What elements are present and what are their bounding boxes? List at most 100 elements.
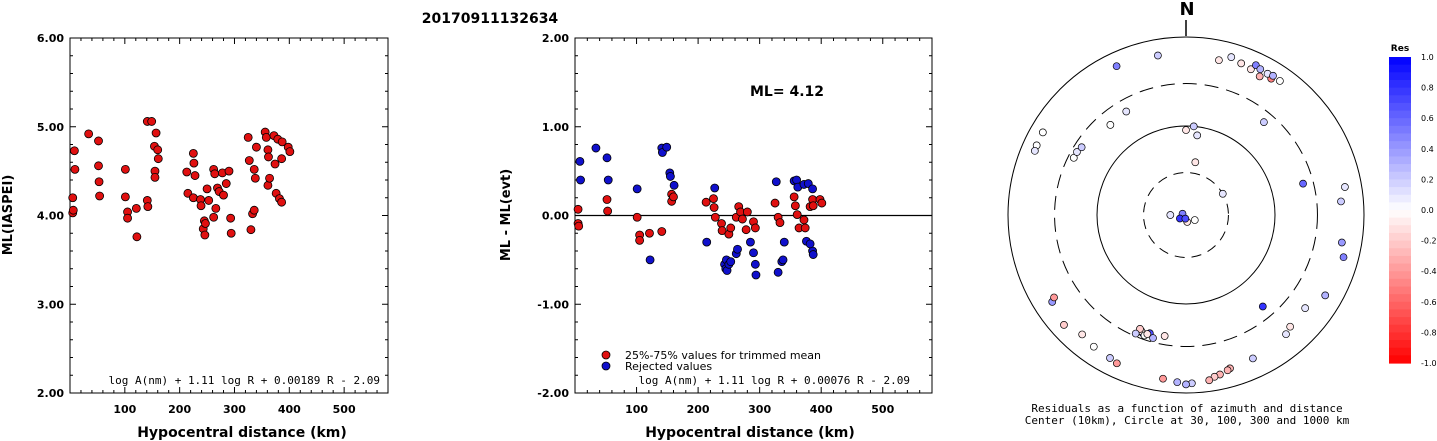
data-point [249, 205, 259, 215]
x-tick-label: 300 [223, 403, 246, 416]
data-point [726, 223, 736, 233]
north-label: N [1179, 0, 1194, 20]
data-point [817, 198, 827, 208]
data-point [226, 213, 236, 223]
data-point [264, 152, 273, 162]
colorbar-swatch [1389, 340, 1411, 349]
station-point [1237, 59, 1246, 68]
colorbar-swatch [1389, 355, 1411, 364]
data-point [120, 164, 130, 174]
data-point [84, 129, 94, 139]
station-point [1077, 143, 1086, 152]
station-point [1038, 128, 1047, 137]
data-point [249, 164, 259, 174]
data-point [808, 184, 817, 194]
data-point [261, 132, 271, 142]
data-point [749, 248, 758, 258]
x-tick-label: 100 [113, 403, 136, 416]
colorbar-swatch [1389, 210, 1411, 219]
x-tick-label: 500 [333, 403, 356, 416]
data-point [789, 192, 799, 202]
station-point [1182, 380, 1190, 389]
y-axis-label: ML(IASPEI) [1, 175, 16, 256]
data-point [733, 244, 742, 254]
data-point [182, 167, 192, 177]
colorbar-swatch [1389, 263, 1411, 272]
data-point [701, 197, 711, 207]
data-point [775, 218, 785, 228]
data-point [244, 156, 254, 165]
station-point [1189, 122, 1198, 131]
station-point [1269, 71, 1277, 80]
y-tick-label: 6.00 [37, 32, 64, 45]
data-point [591, 143, 601, 153]
colorbar-tick-label: -0.2 [1421, 237, 1437, 246]
data-point [632, 212, 642, 222]
legend-marker-trimmed [601, 350, 611, 360]
station-point [1210, 372, 1219, 381]
station-point [1255, 72, 1264, 81]
data-point [771, 177, 781, 187]
data-point [94, 136, 103, 146]
colorbar-swatch [1389, 57, 1411, 66]
data-point [143, 202, 153, 212]
data-point [246, 225, 256, 235]
x-tick-label: 300 [748, 403, 771, 416]
data-point [94, 177, 104, 187]
colorbar-swatch [1389, 179, 1411, 188]
data-points [68, 117, 295, 242]
data-point [277, 137, 287, 147]
colorbar-swatch [1389, 232, 1411, 242]
station-point [1030, 146, 1039, 155]
x-tick-label: 200 [687, 403, 710, 416]
y-tick-label: 3.00 [37, 298, 64, 311]
data-points [573, 142, 827, 280]
colorbar-swatch [1389, 118, 1411, 127]
data-point [204, 196, 214, 205]
station-point [1159, 374, 1167, 383]
station-point [1106, 121, 1115, 129]
station-point [1337, 197, 1345, 206]
y-axis-label: ML - ML(evt) [499, 169, 514, 261]
data-point [602, 195, 612, 204]
station-point [1073, 148, 1081, 156]
station-point [1215, 56, 1223, 65]
data-point [190, 171, 200, 180]
data-point [709, 203, 719, 212]
data-point [188, 148, 198, 158]
y-tick-label: 1.00 [542, 121, 569, 134]
data-point [211, 203, 221, 213]
data-point [750, 259, 760, 269]
y-tick-label: 0.00 [542, 210, 569, 223]
data-point [669, 192, 678, 202]
ring-30km [1143, 172, 1229, 258]
data-point [69, 146, 79, 156]
station-point [1078, 330, 1087, 339]
data-point [645, 255, 655, 265]
station-point [1218, 189, 1227, 198]
colorbar-swatch [1389, 87, 1411, 96]
legend-label-rejected: Rejected values [625, 360, 712, 373]
colorbar-tick-label: 1.0 [1421, 53, 1434, 62]
data-point [792, 210, 802, 220]
colorbar-swatch [1389, 240, 1411, 249]
data-point [224, 166, 234, 176]
station-point [1069, 153, 1078, 162]
station-point [1256, 65, 1265, 74]
data-point [68, 205, 78, 215]
colorbar-tick-label: -0.4 [1421, 267, 1437, 276]
data-point [68, 193, 78, 203]
y-tick-label: -1.00 [537, 298, 569, 311]
data-point [95, 191, 105, 201]
colorbar-swatch [1389, 79, 1411, 89]
station-point [1286, 322, 1295, 331]
data-point [270, 159, 280, 169]
data-point [221, 179, 231, 188]
colorbar-tick-label: 0.2 [1421, 175, 1434, 184]
data-point [778, 255, 788, 265]
data-point [147, 117, 157, 126]
data-point [210, 169, 220, 179]
azimuth-residual-map: N Residuals as a function of azimuth and… [1007, 0, 1437, 427]
magnitude-vs-distance-chart: 100 200 300 400 500 2.00 3.00 4.00 5.00 6.00 ML(I… [1, 32, 389, 441]
